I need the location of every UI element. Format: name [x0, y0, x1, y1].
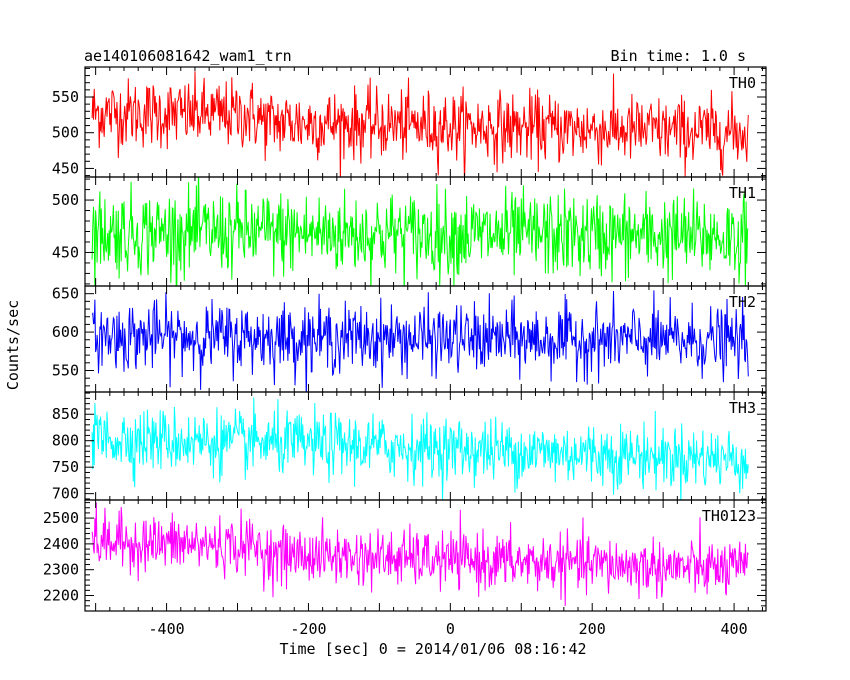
y-tick-label: 700 [52, 485, 79, 503]
x-tick-label: -200 [290, 620, 326, 638]
y-tick-label: 550 [52, 361, 79, 379]
y-tick-label: 2400 [43, 535, 79, 553]
panel-th0123: 2200 2300 2400 2500 TH0123 [43, 499, 767, 612]
y-tick-label: 500 [52, 124, 79, 142]
panel-label-th2: TH2 [729, 293, 756, 311]
x-tick-label: 200 [579, 620, 606, 638]
y-tick-label: 600 [52, 323, 79, 341]
y-tick-label: 2300 [43, 561, 79, 579]
x-axis-label: Time [sec] 0 = 2014/01/06 08:16:42 [279, 640, 586, 658]
x-tick-label: 400 [721, 620, 748, 638]
y-tick-label: 450 [52, 243, 79, 261]
panel-th0: 450 500 550 TH0 [52, 66, 767, 178]
y-tick-label: 750 [52, 458, 79, 476]
x-tick-label: 0 [446, 620, 455, 638]
panels-group: 450 500 550 TH0 450 500 TH1 550 600 650 TH2 700 750 8… [43, 66, 767, 612]
y-tick-label: 450 [52, 159, 79, 177]
series-line-th1 [91, 177, 749, 286]
panel-frame [84, 499, 767, 612]
x-tick-label: -400 [149, 620, 185, 638]
y-tick-label: 500 [52, 191, 79, 209]
series-line-th3 [91, 397, 749, 500]
bin-time-label: Bin time: 1.0 s [611, 47, 746, 65]
series-line-th0 [91, 71, 749, 177]
y-tick-label: 550 [52, 88, 79, 106]
panel-th3: 700 750 800 850 TH3 [52, 391, 767, 503]
panel-th1: 450 500 TH1 [52, 176, 767, 287]
panel-label-th1: TH1 [729, 184, 756, 202]
y-tick-label: 2500 [43, 509, 79, 527]
y-tick-label: 800 [52, 432, 79, 450]
chart-title: ae140106081642_wam1_trn [84, 47, 292, 65]
y-tick-label: 2200 [43, 587, 79, 605]
y-tick-label: 850 [52, 405, 79, 423]
panel-label-th3: TH3 [729, 399, 756, 417]
series-line-th2 [91, 290, 749, 392]
panel-label-th0123: TH0123 [702, 507, 756, 525]
y-axis-label: Counts/sec [4, 300, 22, 390]
panel-th2: 550 600 650 TH2 [52, 285, 767, 393]
panel-label-th0: TH0 [729, 74, 756, 92]
y-tick-label: 650 [52, 285, 79, 303]
x-tick-labels: -400 -200 0 200 400 [149, 620, 748, 638]
series-line-th0123 [91, 502, 749, 607]
